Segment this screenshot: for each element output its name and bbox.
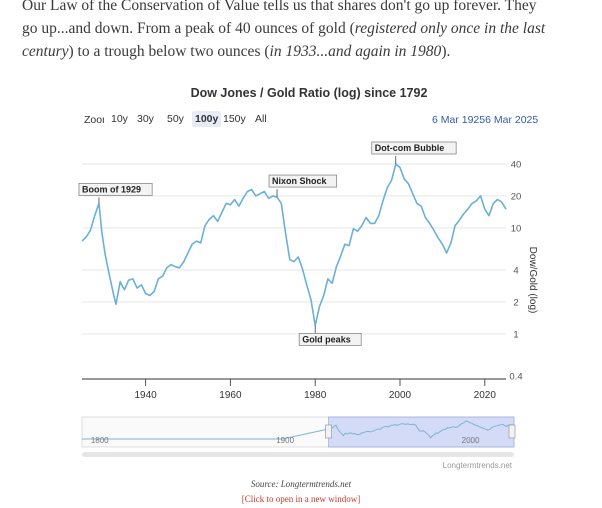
navigator-series	[82, 420, 515, 440]
date-range-to[interactable]: 6 Mar 2025	[485, 114, 539, 126]
zoom-button-All[interactable]: All	[255, 113, 267, 125]
source-caption: Source: Longtermtrends.net	[250, 479, 352, 489]
y-tick-label: 0.4	[509, 372, 522, 383]
intro-paragraph: Our Law of the Conservation of Value tel…	[22, 0, 592, 63]
navigator-handle[interactable]	[508, 424, 516, 439]
annotations: Boom of 1929 Nixon Shock Gold peaks Dot-com…	[78, 141, 457, 346]
annotation-label: Gold peaks	[302, 334, 351, 344]
y-tick-label: 40	[511, 160, 522, 171]
intro-line-3-end: ).	[441, 43, 451, 60]
intro-line-3: century) to a trough below two ounces (i…	[22, 40, 592, 63]
navigator-handle[interactable]	[325, 424, 332, 439]
chart-title: Dow Jones / Gold Ratio (log) since 1792	[190, 86, 428, 100]
intro-line-2-emphasis: registered only once in the last	[354, 20, 546, 37]
x-tick-label: 2000	[389, 390, 412, 401]
zoom-label: Zoom	[84, 114, 104, 126]
annotation-label: Boom of 1929	[82, 184, 141, 194]
x-tick-label: 1940	[134, 390, 157, 401]
chart-widget: Dow Jones / Gold Ratio (log) since 1792 …	[74, 80, 544, 480]
x-tick-label: 2020	[474, 390, 497, 401]
zoom-button-100y[interactable]: 100y	[192, 111, 222, 127]
y-axis-title: Dow/Gold (log)	[527, 247, 538, 314]
annotation-box	[268, 174, 338, 188]
series-layer	[81, 163, 507, 327]
navigator-watermark: Longtermtrends.net	[443, 461, 513, 470]
y-tick-label: 4	[513, 266, 518, 277]
axes: 0.4 1 2 4 10 20 40 1940 1960 1980 2000 2020 Dow/Gold…	[82, 160, 538, 401]
zoom-button-30y[interactable]: 30y	[137, 113, 154, 125]
navigator: 1800 1900 2000 Longtermtrends.net	[81, 416, 516, 470]
intro-line-3-emphasis-2: in 1933...and again in 1980	[269, 43, 442, 60]
intro-line-3-emphasis: century	[22, 43, 69, 60]
annotation-box	[371, 141, 457, 155]
navigator-scrollbar[interactable]	[82, 452, 514, 457]
y-tick-label: 2	[513, 297, 518, 308]
grid-lines	[82, 163, 506, 335]
x-tick-label: 1960	[219, 390, 242, 401]
navigator-selection	[328, 416, 515, 448]
x-tick-label: 1980	[304, 390, 327, 401]
zoom-button-10y[interactable]: 10y	[111, 113, 128, 125]
intro-line-2: go up...and down. From a peak of 40 ounc…	[22, 17, 592, 40]
date-range: 6 Mar 19256 Mar 2025	[432, 114, 538, 126]
annotation-label: Dot-com Bubble	[375, 143, 445, 153]
navigator-tick-label: 2000	[462, 436, 480, 445]
open-in-new-window-link[interactable]: [Click to open in a new window]	[241, 494, 361, 504]
annotation: Nixon Shock	[268, 174, 338, 198]
annotation-box	[78, 182, 153, 196]
intro-line-3-text: ) to a trough below two ounces (	[68, 43, 270, 60]
annotation-label: Nixon Shock	[272, 176, 328, 186]
annotation: Gold peaks	[298, 325, 362, 346]
annotation: Dot-com Bubble	[371, 141, 457, 164]
navigator-tick-label: 1900	[276, 436, 294, 445]
y-tick-label: 10	[511, 223, 522, 234]
navigator-tick-label: 1800	[91, 436, 109, 445]
annotation-box	[298, 333, 362, 346]
y-tick-label: 20	[511, 191, 522, 202]
zoom-button-50y[interactable]: 50y	[167, 113, 184, 125]
intro-line-1: Our Law of the Conservation of Value tel…	[22, 0, 537, 14]
zoom-button-150y[interactable]: 150y	[223, 113, 246, 125]
chart-plot: Boom of 1929 Nixon Shock Gold peaks Dot-com…	[78, 141, 538, 470]
series-line	[81, 163, 507, 327]
annotation: Boom of 1929	[78, 182, 153, 204]
intro-line-2-text: go up...and down. From a peak of 40 ounc…	[22, 20, 355, 37]
y-tick-label: 1	[513, 329, 518, 340]
date-range-from[interactable]: 6 Mar 1925	[432, 114, 486, 126]
